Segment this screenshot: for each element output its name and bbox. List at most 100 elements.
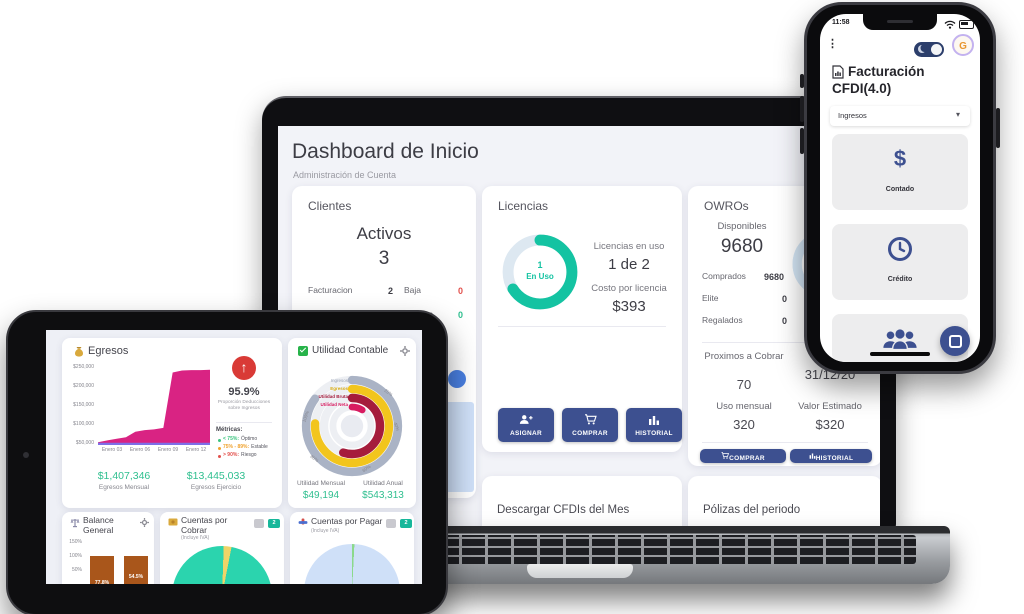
x-tick: Enero 09	[157, 447, 179, 453]
gear-icon[interactable]	[140, 518, 149, 527]
phone-volume-down-button	[800, 128, 804, 154]
metric-item: > 90%: Riesgo	[218, 452, 274, 459]
checkbox-icon	[298, 346, 308, 356]
menu-icon[interactable]	[386, 519, 396, 528]
owros-title: OWROs	[704, 199, 749, 213]
stat-label: Baja	[404, 285, 422, 295]
cobrar-pie-chart	[172, 546, 272, 584]
grid-label: Valor Estimado	[798, 401, 862, 412]
asignar-button[interactable]: ASIGNAR	[498, 408, 554, 442]
tablet-screen: Egresos $250,000 $200,000 $150,000 $100,…	[46, 330, 422, 584]
grid-value: 70	[736, 377, 752, 392]
disponibles-label: Disponibles	[717, 221, 767, 232]
licencias-donut-value: 1	[537, 260, 543, 270]
y-tick: 150%	[69, 539, 82, 545]
phone-screen: 11:58 ⋮ G Facturación CFDI(4.0) Ingresos…	[820, 14, 980, 362]
ring-label: Utilidad Neta	[320, 402, 348, 407]
balance-bar-chart: 77.8% 54.5%0.8%	[86, 556, 150, 584]
egresos-area-chart	[98, 369, 210, 445]
page-title: Dashboard de Inicio	[292, 140, 479, 163]
brand-avatar[interactable]: G	[952, 34, 974, 56]
pagar-card: Cuentas por Pagar (Incluye IVA) 2	[290, 512, 414, 584]
activos-label: Activos	[356, 224, 412, 243]
tipo-select[interactable]: Ingresos ▾	[830, 106, 970, 126]
balance-bar-segment: 77.8%	[90, 556, 114, 584]
phone-notch	[863, 14, 937, 30]
contado-card[interactable]: $ Contado	[832, 134, 968, 210]
page-subtitle: Administración de Cuenta	[293, 170, 397, 180]
clock-icon	[888, 237, 912, 261]
grid-value: 320	[733, 417, 755, 432]
phone-volume-up-button	[800, 96, 804, 122]
phone-speaker	[887, 20, 913, 23]
owros-historial-button[interactable]: HISTORIAL	[790, 449, 872, 463]
gear-icon[interactable]	[400, 346, 410, 356]
kebab-menu-icon[interactable]: ⋮	[827, 38, 838, 50]
owro-stat-value: 0	[782, 316, 788, 326]
grid-label: Proximos a Cobrar	[704, 351, 784, 362]
ring-label: Egresos	[330, 386, 348, 391]
cobrar-title: Cuentas por Cobrar	[181, 515, 228, 535]
comprar-button[interactable]: COMPRAR	[562, 408, 618, 442]
count-badge[interactable]: 2	[268, 519, 280, 528]
phone-mute-switch	[800, 74, 804, 88]
laptop-keyboard	[436, 535, 916, 564]
egresos-card: Egresos $250,000 $200,000 $150,000 $100,…	[62, 338, 282, 508]
bar-chart-icon	[809, 453, 816, 459]
egresos-mensual-label: Egresos Mensual	[98, 484, 150, 491]
cart-icon	[721, 452, 730, 460]
dark-mode-toggle[interactable]	[914, 42, 944, 57]
balance-scale-icon	[70, 519, 80, 528]
divider	[702, 342, 868, 343]
toggle-knob	[931, 44, 942, 55]
egresos-ejercicio-value: $13,445,033	[186, 470, 246, 482]
tablet-camera	[23, 452, 29, 458]
cost-label: Costo por licencia	[591, 283, 667, 294]
stat-label: Facturacion	[308, 285, 353, 295]
historial-button[interactable]: HISTORIAL	[626, 408, 682, 442]
owro-stat-label: Regalados	[702, 315, 743, 325]
polizas-title: Pólizas del periodo	[703, 504, 801, 516]
contado-label: Contado	[885, 186, 915, 193]
phone-power-button	[996, 108, 1000, 148]
in-use-label: Licencias en uso	[593, 241, 665, 252]
balance-bar: 54.5%0.8%	[124, 556, 148, 584]
bullet-icon	[218, 446, 221, 450]
bullet-icon	[218, 439, 221, 442]
in-use-value: 1 de 2	[608, 256, 650, 273]
utilidad-card: Utilidad Contable Ingresos Egresos Utili…	[288, 338, 416, 508]
owro-stat-value: 9680	[764, 272, 785, 282]
fab-menu-button[interactable]	[940, 326, 970, 356]
metric-item: 75% - 89%: Estable	[218, 444, 274, 451]
divider	[498, 326, 666, 327]
select-value: Ingresos	[838, 111, 867, 120]
y-tick: 50%	[71, 567, 82, 573]
cost-value: $393	[612, 298, 646, 315]
metrics-list: < 75%: Óptimo 75% - 89%: Estable > 90%: Rie…	[218, 436, 274, 460]
clientes-title: Clientes	[308, 199, 352, 213]
stat-value: 0	[458, 286, 464, 296]
x-tick: Enero 03	[101, 447, 123, 453]
divider	[702, 442, 868, 443]
egresos-ejercicio-label: Egresos Ejercicio	[190, 484, 242, 491]
person-plus-icon	[519, 415, 533, 424]
metrics-title: Métricas:	[216, 427, 243, 433]
home-indicator[interactable]	[870, 352, 930, 356]
owros-comprar-button[interactable]: COMPRAR	[700, 449, 786, 463]
ring-label: Utilidad Bruta	[318, 394, 348, 399]
count-badge[interactable]: 2	[400, 519, 412, 528]
y-tick: $50,000	[75, 440, 94, 446]
owro-stat-label: Elite	[702, 293, 719, 303]
app-title-line2: CFDI(4.0)	[832, 81, 892, 96]
credito-card[interactable]: Crédito	[832, 224, 968, 300]
wifi-icon	[944, 20, 956, 29]
cobrar-subtitle: (Incluye IVA)	[181, 535, 210, 541]
y-tick: 100%	[69, 553, 82, 559]
balance-card: Balance General 150% 100% 50% 77.8% 54.5%…	[62, 512, 154, 584]
bullet-icon	[218, 454, 221, 458]
menu-icon[interactable]	[254, 519, 264, 528]
descargar-cfdis-card: Descargar CFDIs del Mes	[482, 476, 682, 530]
owro-stat-label: Comprados	[702, 271, 746, 281]
activos-value: 3	[378, 248, 390, 269]
